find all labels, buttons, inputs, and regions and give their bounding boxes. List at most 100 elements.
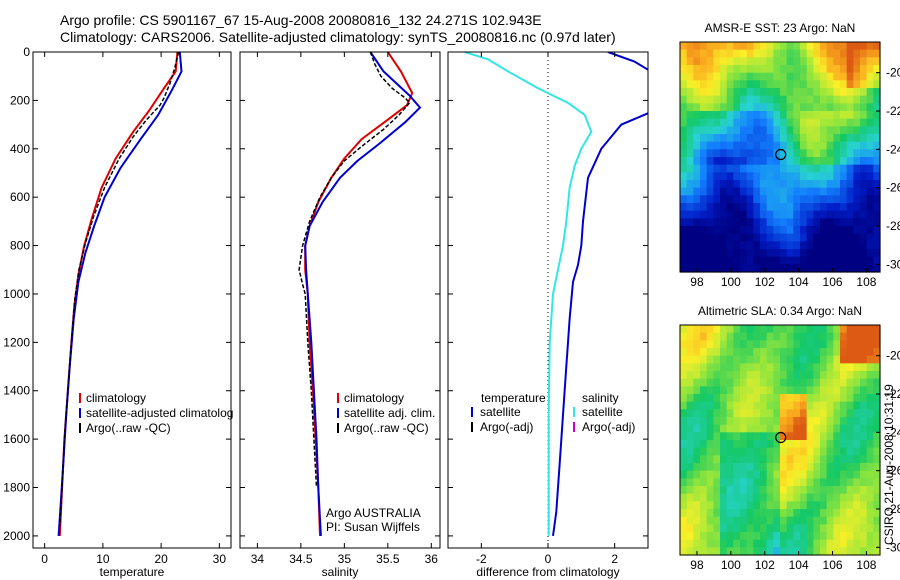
heatmap-cell <box>713 134 721 143</box>
heatmap-cell <box>833 180 841 189</box>
heatmap-cell <box>793 264 801 273</box>
heatmap-cell <box>680 149 688 158</box>
heatmap-cell <box>753 249 761 258</box>
heatmap-cell <box>813 180 821 189</box>
heatmap-cell <box>753 424 761 433</box>
heatmap-cell <box>833 409 841 418</box>
heatmap-cell <box>746 80 754 89</box>
heatmap-cell <box>873 440 881 449</box>
heatmap-cell <box>826 493 834 502</box>
heatmap-cell <box>820 332 828 341</box>
heatmap-cell <box>686 348 694 357</box>
argo-location-marker <box>775 148 787 161</box>
heatmap-cell <box>860 80 868 89</box>
heatmap-cell <box>813 187 821 196</box>
heatmap-cell <box>800 264 808 273</box>
heatmap-cell <box>706 157 714 166</box>
heatmap-cell <box>713 417 721 426</box>
heatmap-cell <box>733 432 741 441</box>
heatmap-cell <box>833 447 841 456</box>
heatmap-cell <box>853 509 861 518</box>
legend-entry: climatology <box>86 391 146 405</box>
heatmap-cell <box>780 180 788 189</box>
heatmap-cell <box>760 432 768 441</box>
heatmap-cell <box>706 547 714 556</box>
heatmap-cell <box>726 218 734 227</box>
heatmap-cell <box>726 203 734 212</box>
heatmap-cell <box>800 371 808 380</box>
heatmap-cell <box>826 49 834 58</box>
heatmap-cell <box>726 157 734 166</box>
heatmap-cell <box>773 195 781 204</box>
heatmap-cell <box>726 264 734 273</box>
heatmap-cell <box>820 394 828 403</box>
heatmap-cell <box>806 348 814 357</box>
heatmap-cell <box>720 355 728 364</box>
heatmap-cell <box>706 264 714 273</box>
heatmap-cell <box>700 203 708 212</box>
heatmap-cell <box>833 432 841 441</box>
heatmap-cell <box>740 195 748 204</box>
heatmap-cell <box>773 57 781 66</box>
heatmap-cell <box>693 141 701 150</box>
heatmap-cell <box>726 141 734 150</box>
y-tick-label: -26 <box>886 464 900 478</box>
heatmap-cell <box>846 463 854 472</box>
heatmap-cell <box>860 516 868 525</box>
heatmap-cell <box>786 478 794 487</box>
heatmap-cell <box>820 49 828 58</box>
heatmap-cell <box>713 180 721 189</box>
heatmap-cell <box>800 447 808 456</box>
heatmap-cell <box>706 516 714 525</box>
heatmap-cell <box>720 172 728 181</box>
heatmap-cell <box>800 401 808 410</box>
x-tick-label: 100 <box>721 275 741 289</box>
heatmap-cell <box>726 172 734 181</box>
heatmap-cell <box>686 180 694 189</box>
heatmap-cell <box>706 532 714 541</box>
heatmap-cell <box>686 501 694 510</box>
heatmap-cell <box>806 42 814 51</box>
heatmap-cell <box>740 417 748 426</box>
heatmap-cell <box>833 417 841 426</box>
heatmap-cell <box>773 325 781 334</box>
heatmap-cell <box>680 463 688 472</box>
heatmap-cell <box>806 57 814 66</box>
heatmap-cell <box>820 363 828 372</box>
heatmap-cell <box>700 264 708 273</box>
heatmap-cell <box>680 394 688 403</box>
heatmap-cell <box>700 233 708 242</box>
heatmap-cell <box>860 378 868 387</box>
heatmap-cell <box>700 195 708 204</box>
heatmap-cell <box>766 57 774 66</box>
heatmap-cell <box>800 332 808 341</box>
heatmap-cell <box>733 126 741 135</box>
heatmap-cell <box>820 440 828 449</box>
heatmap-cell <box>720 88 728 97</box>
heatmap-cell <box>800 126 808 135</box>
heatmap-cell <box>833 378 841 387</box>
heatmap-cell <box>680 401 688 410</box>
heatmap-cell <box>860 455 868 464</box>
heatmap-cell <box>873 348 881 357</box>
heatmap-cell <box>786 363 794 372</box>
heatmap-cell <box>793 249 801 258</box>
heatmap-cell <box>740 539 748 548</box>
heatmap-cell <box>760 348 768 357</box>
heatmap-cell <box>706 371 714 380</box>
heatmap-cell <box>746 371 754 380</box>
heatmap-cell <box>833 157 841 166</box>
heatmap-cell <box>846 118 854 127</box>
heatmap-cell <box>853 401 861 410</box>
heatmap-cell <box>700 470 708 479</box>
heatmap-cell <box>773 233 781 242</box>
heatmap-cell <box>813 493 821 502</box>
heatmap-cell <box>706 210 714 219</box>
heatmap-cell <box>746 88 754 97</box>
heatmap-cell <box>726 539 734 548</box>
heatmap-cell <box>840 203 848 212</box>
heatmap-cell <box>726 524 734 533</box>
heatmap-cell <box>700 126 708 135</box>
x-tick-label: 36 <box>425 552 439 566</box>
heatmap-cell <box>846 409 854 418</box>
